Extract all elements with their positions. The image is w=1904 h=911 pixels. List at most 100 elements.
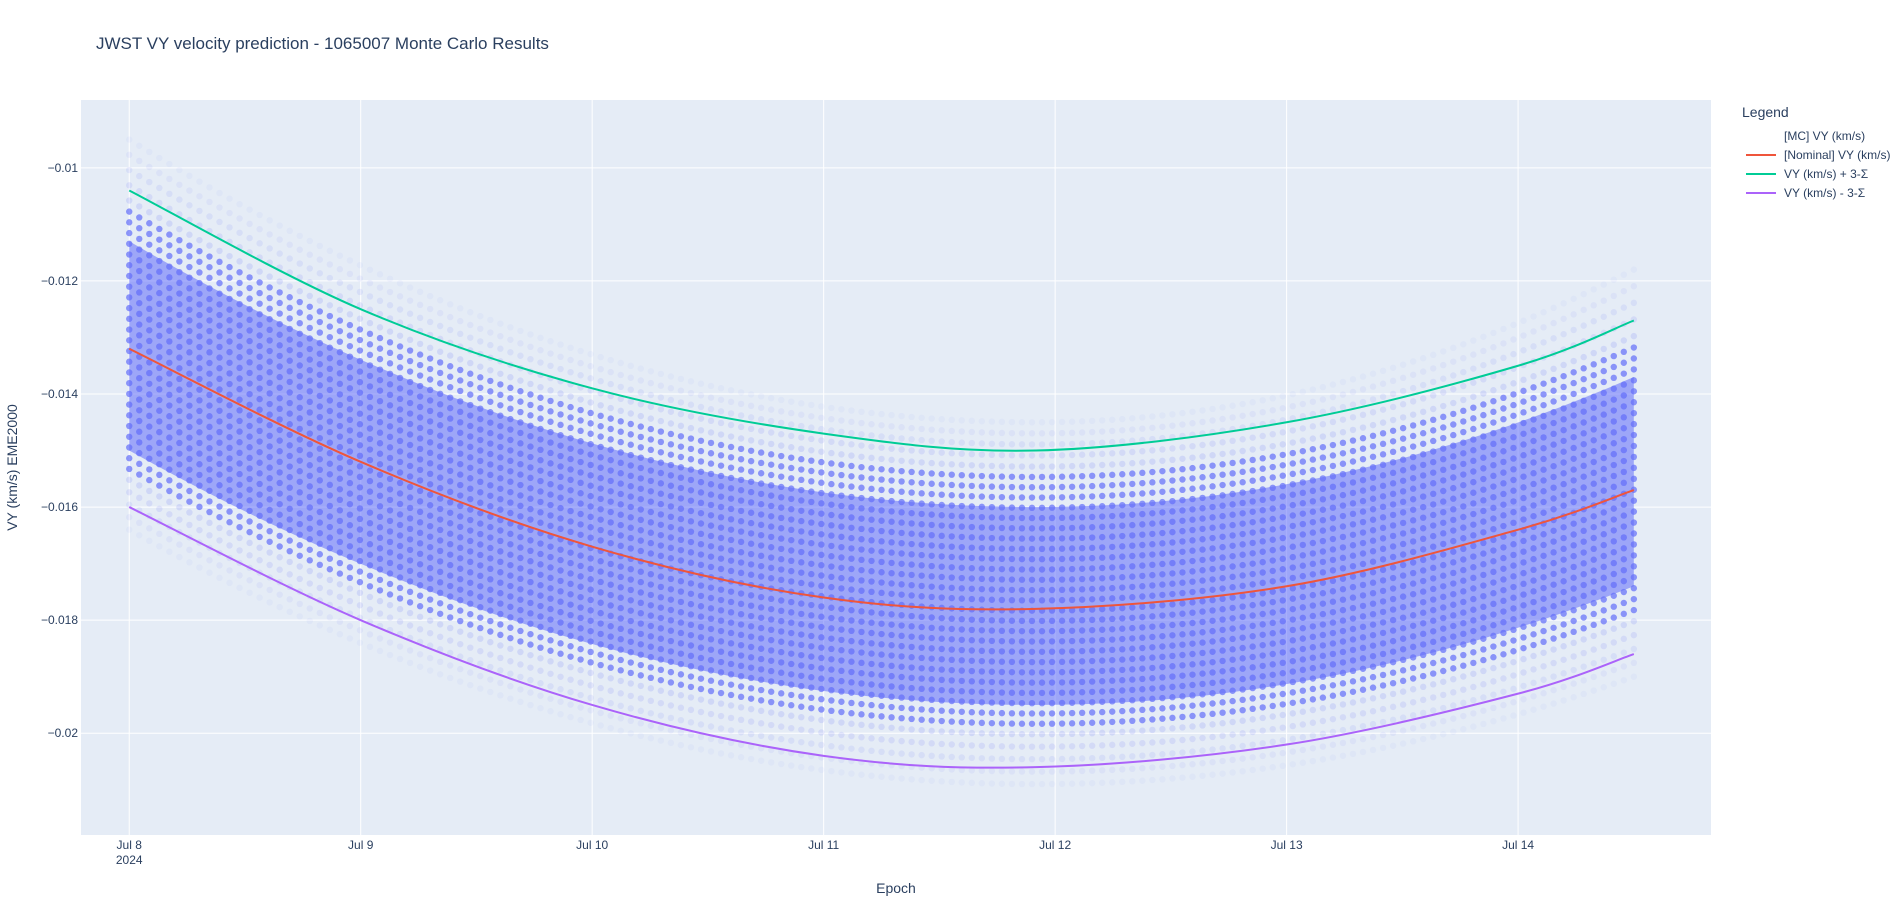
mc-point (1159, 423, 1166, 430)
mc-point (1159, 738, 1166, 745)
mc-point (707, 748, 715, 755)
mc-point (156, 482, 163, 489)
mc-point (1540, 401, 1547, 409)
mc-point (607, 368, 614, 376)
mc-point (146, 487, 153, 495)
mc-point (767, 759, 775, 766)
mc-point (948, 728, 955, 736)
mc-point (1088, 472, 1096, 480)
mc-point (136, 519, 143, 527)
mc-point (1490, 643, 1497, 650)
mc-point (868, 443, 875, 450)
mc-point (958, 718, 965, 726)
mc-point (166, 498, 173, 506)
mc-point (737, 435, 745, 442)
mc-point (577, 666, 584, 674)
mc-point (778, 723, 785, 730)
mc-point (1530, 693, 1537, 700)
mc-point (226, 274, 233, 281)
mc-point (1249, 728, 1256, 736)
mc-point (1159, 478, 1166, 485)
mc-point (306, 237, 313, 245)
mc-point (206, 508, 213, 516)
mc-point (848, 483, 855, 490)
mc-point (778, 690, 785, 697)
mc-point (717, 712, 725, 720)
mc-point (1038, 452, 1046, 459)
mc-point (136, 460, 143, 468)
mc-point (1460, 382, 1467, 390)
mc-point (1389, 377, 1397, 385)
mc-point (356, 589, 364, 597)
mc-point (1139, 459, 1146, 466)
mc-point (477, 363, 484, 370)
mc-point (1109, 718, 1116, 726)
mc-point (1038, 710, 1046, 717)
mc-point (1510, 658, 1517, 666)
mc-point (687, 389, 695, 397)
mc-point (1319, 756, 1327, 763)
mc-point (1038, 484, 1046, 491)
mc-point (597, 661, 604, 669)
mc-point (376, 271, 384, 278)
mc-point (727, 702, 735, 709)
mc-point (1329, 703, 1337, 710)
mc-point (1279, 749, 1286, 757)
mc-point (1219, 757, 1226, 765)
mc-point (136, 142, 143, 149)
mc-point (647, 674, 655, 682)
mc-point (366, 293, 374, 300)
mc-point (1109, 416, 1116, 423)
mc-point (1419, 696, 1427, 704)
mc-point (547, 670, 554, 677)
mc-point (828, 743, 835, 750)
mc-point (266, 586, 273, 594)
mc-point (426, 596, 434, 603)
mc-point (296, 319, 303, 327)
mc-point (1269, 713, 1276, 720)
mc-point (757, 427, 765, 434)
mc-point (216, 503, 223, 510)
mc-point (627, 680, 634, 687)
mc-point (577, 656, 584, 663)
mc-point (998, 440, 1006, 448)
mc-point (958, 461, 965, 469)
mc-point (858, 474, 865, 481)
mc-point (236, 200, 243, 208)
mc-point (617, 371, 624, 379)
mc-point (657, 676, 665, 684)
mc-point (1209, 462, 1216, 469)
mc-point (1490, 419, 1497, 426)
mc-point (376, 334, 384, 342)
mc-point (778, 760, 785, 768)
mc-point (1540, 380, 1547, 387)
mc-point (426, 376, 434, 383)
mc-point (1379, 682, 1387, 689)
mc-point (707, 698, 715, 705)
mc-point (166, 160, 173, 168)
mc-point (1099, 439, 1106, 446)
mc-point (767, 688, 775, 695)
mc-point (737, 716, 745, 724)
mc-point (136, 203, 143, 210)
mc-point (1289, 439, 1296, 446)
mc-point (1379, 671, 1387, 679)
mc-point (416, 663, 424, 670)
mc-point (1480, 333, 1487, 340)
mc-point (647, 368, 655, 375)
mc-point (637, 732, 644, 740)
mc-point (216, 204, 223, 211)
mc-point (517, 686, 524, 693)
mc-point (1008, 720, 1016, 727)
mc-point (306, 546, 313, 553)
mc-point (858, 463, 865, 471)
mc-point (186, 172, 193, 180)
mc-point (1369, 746, 1377, 754)
mc-point (1500, 675, 1507, 682)
mc-point (1540, 369, 1547, 376)
mc-point (1379, 451, 1387, 458)
mc-point (567, 356, 574, 364)
mc-point (587, 648, 594, 656)
mc-point (1058, 768, 1066, 775)
